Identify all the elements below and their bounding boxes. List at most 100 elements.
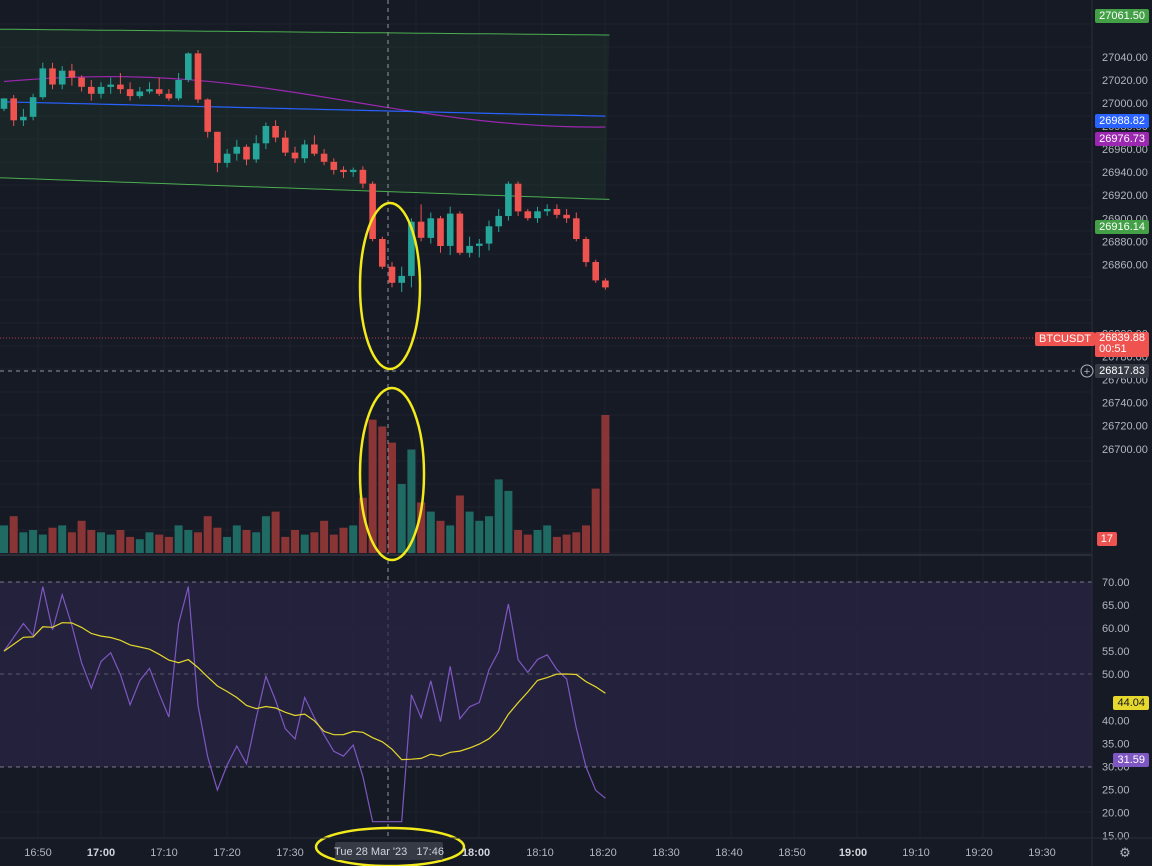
candle bbox=[291, 146, 299, 163]
volume-bar bbox=[543, 525, 552, 553]
rsi-tick-label: 40.00 bbox=[1102, 715, 1130, 727]
volume-bar bbox=[310, 532, 319, 553]
volume-bar bbox=[504, 490, 513, 553]
time-tick-label: 18:00 bbox=[462, 847, 490, 859]
volume-bar bbox=[106, 534, 115, 553]
time-tick-label: 18:40 bbox=[715, 847, 743, 859]
candle bbox=[136, 86, 144, 99]
price-tick-label: 26720.00 bbox=[1102, 421, 1148, 433]
volume-bar bbox=[407, 449, 416, 553]
candlesticks bbox=[0, 50, 609, 292]
crosshair-date-box bbox=[335, 842, 443, 860]
candle bbox=[437, 215, 444, 253]
candle bbox=[563, 209, 570, 223]
candle bbox=[466, 236, 473, 258]
time-tick-label: 18:30 bbox=[652, 847, 680, 859]
bollinger-upper-band bbox=[0, 28, 610, 36]
settings-gear-icon[interactable]: ⚙ bbox=[1119, 845, 1131, 860]
rsi-moving-average bbox=[3, 622, 606, 761]
price-tick-label: 26940.00 bbox=[1102, 167, 1148, 179]
add-alert-plus: + bbox=[1084, 366, 1090, 378]
time-tick-label: 17:00 bbox=[87, 847, 115, 859]
time-tick-label: 19:10 bbox=[902, 847, 930, 859]
time-tick-label: 16:50 bbox=[24, 847, 52, 859]
volume-bar bbox=[174, 525, 183, 553]
volume-bar bbox=[261, 516, 270, 553]
purple-line-price-tag: 26976.73 bbox=[1095, 132, 1149, 146]
candle bbox=[398, 266, 405, 292]
volume-value-tag: 17 bbox=[1096, 532, 1117, 546]
rsi-tick-label: 15.00 bbox=[1102, 831, 1130, 843]
volume-bar bbox=[552, 536, 561, 553]
volume-bar bbox=[378, 426, 387, 553]
add-alert-icon[interactable] bbox=[1080, 364, 1094, 378]
volume-bar bbox=[203, 516, 212, 553]
time-tick-label: 18:10 bbox=[526, 847, 554, 859]
candle bbox=[330, 158, 338, 175]
candle bbox=[78, 75, 85, 92]
candle bbox=[175, 73, 182, 101]
candle bbox=[20, 108, 27, 126]
volume-bar bbox=[271, 511, 280, 553]
rsi-tick-label: 50.00 bbox=[1102, 669, 1130, 681]
volume-bar bbox=[494, 479, 503, 553]
volume-bars bbox=[0, 415, 610, 553]
candle bbox=[427, 212, 435, 244]
volume-bar bbox=[9, 516, 18, 553]
time-axis[interactable]: 16:50 17:00 17:10 17:20 17:30 18:00 18:10 18:20… bbox=[24, 847, 1056, 859]
candle bbox=[58, 66, 66, 90]
candle bbox=[243, 144, 250, 166]
volume-bar bbox=[58, 525, 67, 553]
bollinger-band-fill bbox=[0, 29, 610, 200]
candle bbox=[476, 239, 483, 258]
time-tick-label: 17:10 bbox=[150, 847, 178, 859]
volume-bar bbox=[29, 530, 38, 553]
candle bbox=[495, 209, 502, 233]
price-axis[interactable]: 27040.0027020.0027000.0026980.0026960.00… bbox=[1102, 52, 1148, 456]
volume-bar bbox=[213, 527, 222, 553]
volume-bar bbox=[126, 536, 135, 553]
blue-moving-average bbox=[3, 101, 606, 117]
volume-bar bbox=[417, 502, 426, 553]
rsi-tick-label: 70.00 bbox=[1102, 577, 1130, 589]
volume-bar bbox=[591, 488, 600, 553]
volume-bar bbox=[252, 532, 261, 553]
highlight-ellipse-price-drop bbox=[358, 201, 422, 371]
volume-bar bbox=[572, 532, 581, 553]
volume-bar bbox=[368, 419, 377, 553]
time-tick-label: 19:30 bbox=[1028, 847, 1056, 859]
candle bbox=[233, 139, 241, 161]
candle bbox=[262, 122, 270, 150]
volume-bar bbox=[223, 536, 232, 553]
volume-bar bbox=[300, 534, 309, 553]
candle bbox=[165, 89, 173, 101]
candle bbox=[301, 139, 308, 163]
highlight-ellipse-date-label bbox=[314, 826, 466, 866]
candle bbox=[311, 135, 318, 156]
candle bbox=[223, 149, 231, 168]
rsi-axis[interactable]: 70.0065.0060.0055.0050.0040.0035.0030.00… bbox=[1102, 577, 1130, 843]
volume-bar bbox=[485, 516, 493, 553]
volume-bar bbox=[232, 525, 241, 553]
volume-bar bbox=[97, 532, 105, 553]
volume-bar bbox=[533, 530, 542, 553]
volume-bar bbox=[436, 520, 445, 553]
candle bbox=[582, 236, 590, 267]
volume-bar bbox=[155, 534, 164, 553]
candle bbox=[340, 166, 347, 178]
price-tick-label: 26740.00 bbox=[1102, 398, 1148, 410]
volume-bar bbox=[67, 532, 76, 553]
candle bbox=[485, 220, 493, 251]
time-tick-label: 18:20 bbox=[589, 847, 617, 859]
candle bbox=[29, 93, 37, 121]
last-price-tag: 26839.88 00:51 bbox=[1095, 332, 1149, 357]
candle bbox=[379, 236, 386, 269]
purple-moving-average bbox=[3, 75, 606, 128]
volume-bar bbox=[358, 497, 367, 553]
volume-bar bbox=[135, 539, 144, 553]
rsi-ma-value-tag: 44.04 bbox=[1113, 696, 1149, 710]
volume-bar bbox=[514, 530, 523, 553]
symbol-tag: BTCUSDT bbox=[1035, 332, 1095, 346]
candle bbox=[97, 82, 105, 99]
